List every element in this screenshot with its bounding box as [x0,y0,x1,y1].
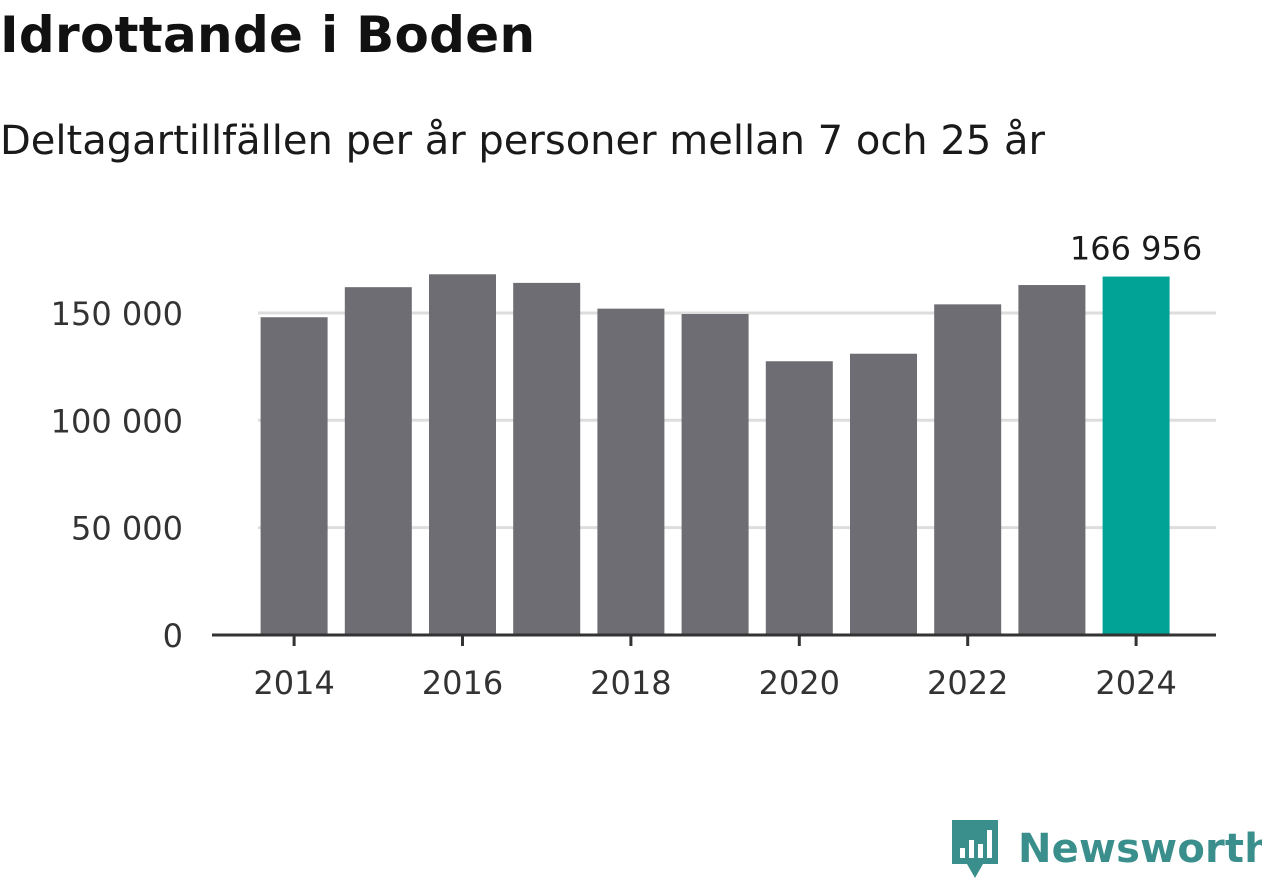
chart-subtitle: Deltagartillfällen per år personer mella… [0,118,1045,164]
bar-2021 [850,353,917,635]
brand-logo: Newsworthy [950,818,1262,880]
bar-2015 [344,287,412,635]
x-tick-label: 2020 [759,664,840,702]
bar-2023 [1018,285,1086,635]
brand-name: Newsworthy [1018,826,1262,872]
y-tick-label: 50 000 [71,510,183,548]
data-label-2024: 166 956 [1070,230,1202,268]
bar-2016 [429,274,496,635]
x-tick-label: 2022 [927,664,1008,702]
x-tick-label: 2018 [590,664,671,702]
y-tick-label: 150 000 [51,295,183,333]
bar-2014 [260,317,328,635]
bar-2019 [681,314,749,635]
bar-2020 [765,361,833,635]
y-axis: 0 50 000 100 000 150 000 [51,295,183,655]
bar-2018 [597,308,665,635]
bar-2024 [1102,276,1170,635]
data-labels: 166 956 [1070,230,1202,268]
x-tick-label: 2014 [253,664,334,702]
y-tick-label: 0 [163,617,183,655]
newsworthy-logo-icon [952,820,998,878]
chart-title: Idrottande i Boden [0,6,536,64]
x-axis: 2014 2016 2018 2020 2022 2024 [212,633,1216,702]
x-tick-label: 2016 [422,664,503,702]
bar-2017 [513,282,581,635]
y-tick-label: 100 000 [51,402,183,440]
x-tick-label: 2024 [1095,664,1176,702]
bars [260,274,1170,635]
bar-2022 [934,304,1002,635]
